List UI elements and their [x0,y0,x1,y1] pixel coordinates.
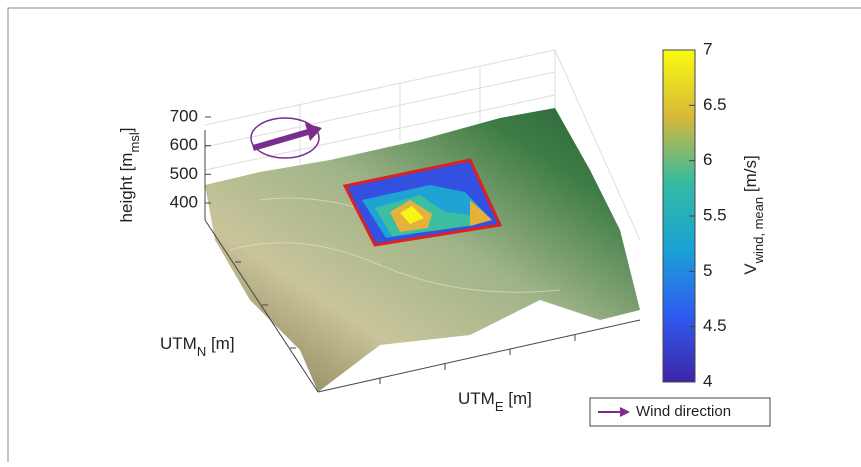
y-axis-label: UTMN [m] [160,334,235,358]
colorbar-tick-label: 5.5 [703,205,727,224]
z-tick-label: 600 [170,135,198,154]
colorbar-tick-label: 4.5 [703,316,727,335]
label-text: [m] [206,334,234,353]
label-subscript: wind, mean [751,197,766,264]
colorbar-label: Vwind, mean [m/s] [741,155,765,274]
label-text: [m] [504,389,532,408]
label-subscript: msl [127,132,142,152]
label-subscript: E [495,399,504,414]
label-text: ] [117,128,136,133]
colorbar-tick-label: 6 [703,150,712,169]
x-axis-label: UTME [m] [458,389,532,413]
z-tick-label: 400 [170,192,198,211]
z-tick-label: 700 [170,106,198,125]
colorbar-tick-label: 5 [703,261,712,280]
legend-label: Wind direction [636,403,731,420]
colorbar-tick-label: 7 [703,39,712,58]
label-text: height [m [117,153,136,223]
label-subscript: N [197,344,206,359]
label-text: UTM [160,334,197,353]
label-text: [m/s] [741,155,760,197]
colorbar-tick-label: 4 [703,371,712,390]
colorbar-tick-label: 6.5 [703,95,727,114]
z-tick-label: 500 [170,164,198,183]
label-text: UTM [458,389,495,408]
z-axis-label: height [mmsl] [117,128,141,223]
label-text: V [741,263,760,275]
terrain [205,108,640,392]
figure: height [mmsl] UTMN [m] UTME [m] Vwind, m… [0,0,861,462]
